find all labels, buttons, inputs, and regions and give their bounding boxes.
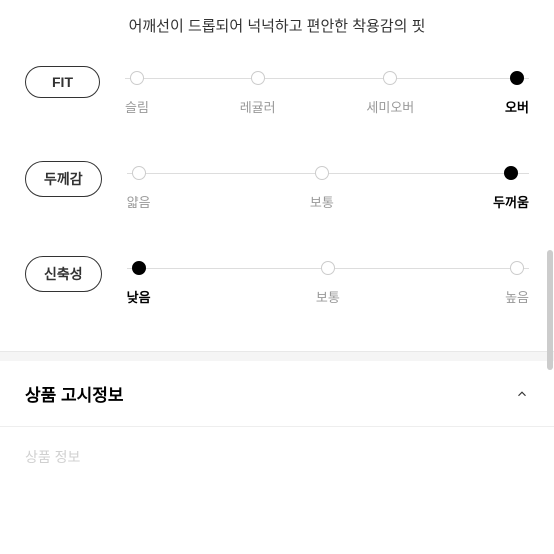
attribute-row: 신축성낮음 보통 높음: [25, 256, 529, 306]
attribute-row: 두께감얇음 보통 두꺼움: [25, 161, 529, 211]
scale-option[interactable]: 세미오버: [366, 71, 414, 116]
scale-option-label: 슬림: [125, 97, 149, 116]
section-divider: [0, 351, 554, 361]
scale-dot[interactable]: [321, 261, 335, 275]
scale-option-label: 세미오버: [366, 97, 414, 116]
scale-option[interactable]: 오버: [505, 71, 529, 116]
attribute-scale: 얇음 보통 두꺼움: [127, 161, 529, 211]
attribute-label: FIT: [25, 66, 100, 98]
attribute-scale: 슬림 레귤러 세미오버 오버: [125, 66, 529, 116]
scale-option[interactable]: 슬림: [125, 71, 149, 116]
scale-dot[interactable]: [510, 71, 524, 85]
scale-option-label: 오버: [505, 97, 529, 116]
scale-option[interactable]: 레귤러: [240, 71, 276, 116]
scale-option-label: 보통: [310, 192, 334, 211]
scale-dot[interactable]: [130, 71, 144, 85]
scrollbar[interactable]: [547, 250, 553, 370]
fit-description: 어깨선이 드롭되어 넉넉하고 편안한 착용감의 핏: [0, 0, 554, 66]
scale-options: 낮음 보통 높음: [127, 261, 529, 306]
attribute-label: 두께감: [25, 161, 102, 197]
scale-option-label: 두꺼움: [493, 192, 529, 211]
attribute-scale: 낮음 보통 높음: [127, 256, 529, 306]
scale-option-label: 보통: [316, 287, 340, 306]
scale-dot[interactable]: [383, 71, 397, 85]
attribute-label: 신축성: [25, 256, 102, 292]
accordion-title: 상품 고시정보: [25, 381, 124, 406]
scale-option[interactable]: 보통: [310, 166, 334, 211]
accordion-product-notice[interactable]: 상품 고시정보: [0, 361, 554, 427]
scale-dot[interactable]: [251, 71, 265, 85]
scale-dot[interactable]: [510, 261, 524, 275]
scale-option[interactable]: 보통: [316, 261, 340, 306]
attributes-container: FIT슬림레귤러세미오버오버두께감얇음보통두꺼움신축성낮음보통높음: [0, 66, 554, 306]
scale-option-label: 높음: [505, 287, 529, 306]
scale-option[interactable]: 두꺼움: [493, 166, 529, 211]
scale-option-label: 레귤러: [240, 97, 276, 116]
scale-option[interactable]: 낮음: [127, 261, 151, 306]
scale-option-label: 얇음: [127, 192, 151, 211]
scale-option[interactable]: 높음: [505, 261, 529, 306]
attribute-row: FIT 슬림 레귤러 세미오버 오버: [25, 66, 529, 116]
scale-dot[interactable]: [132, 261, 146, 275]
scale-options: 슬림 레귤러 세미오버 오버: [125, 71, 529, 116]
next-section-hint: 상품 정보: [0, 427, 554, 467]
scale-dot[interactable]: [132, 166, 146, 180]
scale-dot[interactable]: [315, 166, 329, 180]
scale-dot[interactable]: [504, 166, 518, 180]
scale-option[interactable]: 얇음: [127, 166, 151, 211]
scale-options: 얇음 보통 두꺼움: [127, 166, 529, 211]
chevron-up-icon: [515, 387, 529, 401]
scale-option-label: 낮음: [127, 287, 151, 306]
